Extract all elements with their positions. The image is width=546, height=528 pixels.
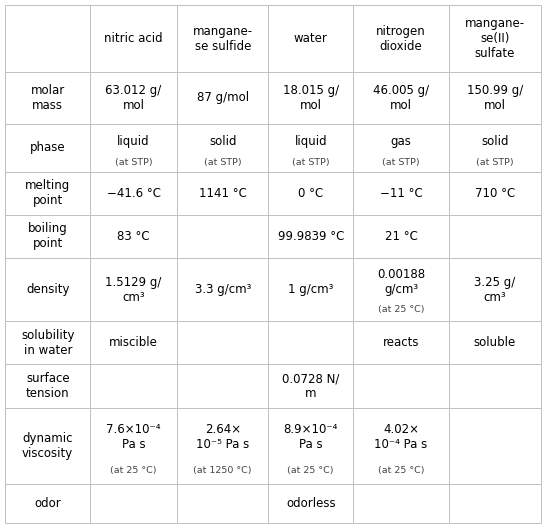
Text: water: water: [294, 32, 328, 45]
Text: solubility
in water: solubility in water: [21, 329, 74, 357]
Text: 0.00188
g/cm³: 0.00188 g/cm³: [377, 268, 425, 296]
Text: (at STP): (at STP): [115, 158, 152, 167]
Text: 2.64×
10⁻⁵ Pa s: 2.64× 10⁻⁵ Pa s: [196, 423, 250, 451]
Text: molar
mass: molar mass: [31, 84, 65, 112]
Text: surface
tension: surface tension: [26, 372, 69, 400]
Text: nitrogen
dioxide: nitrogen dioxide: [376, 24, 426, 52]
Text: odorless: odorless: [286, 497, 336, 510]
Text: 150.99 g/
mol: 150.99 g/ mol: [467, 84, 523, 112]
Text: (at STP): (at STP): [382, 158, 420, 167]
Text: phase: phase: [30, 141, 66, 154]
Text: mangane-
se sulfide: mangane- se sulfide: [193, 24, 253, 52]
Text: 63.012 g/
mol: 63.012 g/ mol: [105, 84, 162, 112]
Text: (at 25 °C): (at 25 °C): [378, 305, 424, 314]
Text: soluble: soluble: [474, 336, 516, 350]
Text: 46.005 g/
mol: 46.005 g/ mol: [373, 84, 429, 112]
Text: liquid: liquid: [294, 135, 327, 148]
Text: 7.6×10⁻⁴
Pa s: 7.6×10⁻⁴ Pa s: [106, 423, 161, 451]
Text: density: density: [26, 283, 69, 296]
Text: 18.015 g/
mol: 18.015 g/ mol: [283, 84, 339, 112]
Text: 99.9839 °C: 99.9839 °C: [277, 230, 344, 243]
Text: 1.5129 g/
cm³: 1.5129 g/ cm³: [105, 276, 162, 304]
Text: (at STP): (at STP): [292, 158, 330, 167]
Text: 0 °C: 0 °C: [298, 187, 323, 200]
Text: (at STP): (at STP): [204, 158, 241, 167]
Text: nitric acid: nitric acid: [104, 32, 163, 45]
Text: 83 °C: 83 °C: [117, 230, 150, 243]
Text: 4.02×
10⁻⁴ Pa s: 4.02× 10⁻⁴ Pa s: [375, 423, 428, 451]
Text: 3.25 g/
cm³: 3.25 g/ cm³: [474, 276, 515, 304]
Text: (at 25 °C): (at 25 °C): [378, 466, 424, 475]
Text: miscible: miscible: [109, 336, 158, 350]
Text: 3.3 g/cm³: 3.3 g/cm³: [194, 283, 251, 296]
Text: boiling
point: boiling point: [28, 222, 68, 250]
Text: (at 25 °C): (at 25 °C): [110, 466, 157, 475]
Text: liquid: liquid: [117, 135, 150, 148]
Text: odor: odor: [34, 497, 61, 510]
Text: solid: solid: [481, 135, 508, 148]
Text: 1141 °C: 1141 °C: [199, 187, 247, 200]
Text: −41.6 °C: −41.6 °C: [106, 187, 161, 200]
Text: −11 °C: −11 °C: [379, 187, 423, 200]
Text: mangane-
se(II)
sulfate: mangane- se(II) sulfate: [465, 17, 525, 60]
Text: melting
point: melting point: [25, 179, 70, 207]
Text: 1 g/cm³: 1 g/cm³: [288, 283, 334, 296]
Text: 710 °C: 710 °C: [474, 187, 515, 200]
Text: 0.0728 N/
m: 0.0728 N/ m: [282, 372, 340, 400]
Text: (at 1250 °C): (at 1250 °C): [193, 466, 252, 475]
Text: (at STP): (at STP): [476, 158, 514, 167]
Text: reacts: reacts: [383, 336, 419, 350]
Text: 87 g/mol: 87 g/mol: [197, 91, 249, 104]
Text: dynamic
viscosity: dynamic viscosity: [22, 432, 73, 460]
Text: 8.9×10⁻⁴
Pa s: 8.9×10⁻⁴ Pa s: [283, 423, 338, 451]
Text: gas: gas: [390, 135, 412, 148]
Text: 21 °C: 21 °C: [384, 230, 418, 243]
Text: solid: solid: [209, 135, 236, 148]
Text: (at 25 °C): (at 25 °C): [288, 466, 334, 475]
